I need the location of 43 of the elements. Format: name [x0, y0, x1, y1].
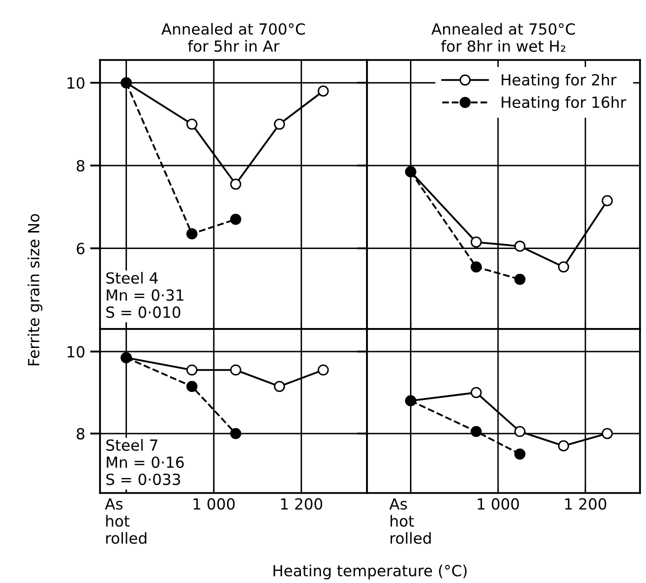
point — [470, 261, 482, 272]
point — [602, 195, 613, 206]
point — [558, 261, 570, 272]
y-tick-label: 10 — [68, 77, 84, 89]
point — [274, 118, 286, 130]
legend-label: Heating for 16hr — [502, 96, 626, 111]
point — [230, 178, 242, 190]
point — [186, 364, 198, 376]
point — [186, 228, 198, 240]
point — [230, 364, 242, 376]
y-tick-label: 8 — [76, 428, 84, 440]
y-axis-title: Ferrite grain size No — [28, 214, 42, 366]
point — [558, 440, 570, 452]
point — [318, 85, 329, 97]
annotation: Steel 4 Mn = 0·31 S = 0·010 — [106, 272, 184, 318]
point — [318, 364, 329, 376]
point — [230, 214, 242, 225]
point — [514, 274, 526, 285]
point — [470, 386, 482, 398]
legend-label: Heating for 2hr — [502, 74, 617, 89]
point — [514, 448, 526, 460]
x-tick-label: As hot rolled — [389, 498, 431, 544]
point — [274, 380, 286, 392]
point — [514, 240, 526, 252]
x-tick-label: 1 000 — [194, 498, 235, 510]
x-tick-label: 1 000 — [478, 498, 519, 510]
x-tick-label: As hot rolled — [104, 498, 146, 544]
point — [470, 426, 482, 438]
point — [514, 426, 526, 438]
chart-title: Annealed at 700°C for 5hr in Ar — [161, 22, 305, 52]
point — [186, 380, 198, 392]
y-tick-label: 6 — [76, 242, 84, 254]
y-tick-label: 10 — [68, 346, 84, 358]
annotation: Steel 7 Mn = 0·16 S = 0·033 — [106, 439, 184, 486]
point — [186, 118, 198, 130]
point — [230, 428, 242, 440]
point — [470, 236, 482, 248]
point — [602, 428, 613, 440]
y-tick-label: 8 — [76, 160, 84, 172]
x-tick-label: 1 200 — [565, 498, 606, 510]
x-tick-label: 1 200 — [281, 498, 322, 510]
x-axis-title: Heating temperature (°C) — [274, 564, 467, 580]
chart-title: Annealed at 750°C for 8hr in wet H₂ — [431, 22, 575, 52]
